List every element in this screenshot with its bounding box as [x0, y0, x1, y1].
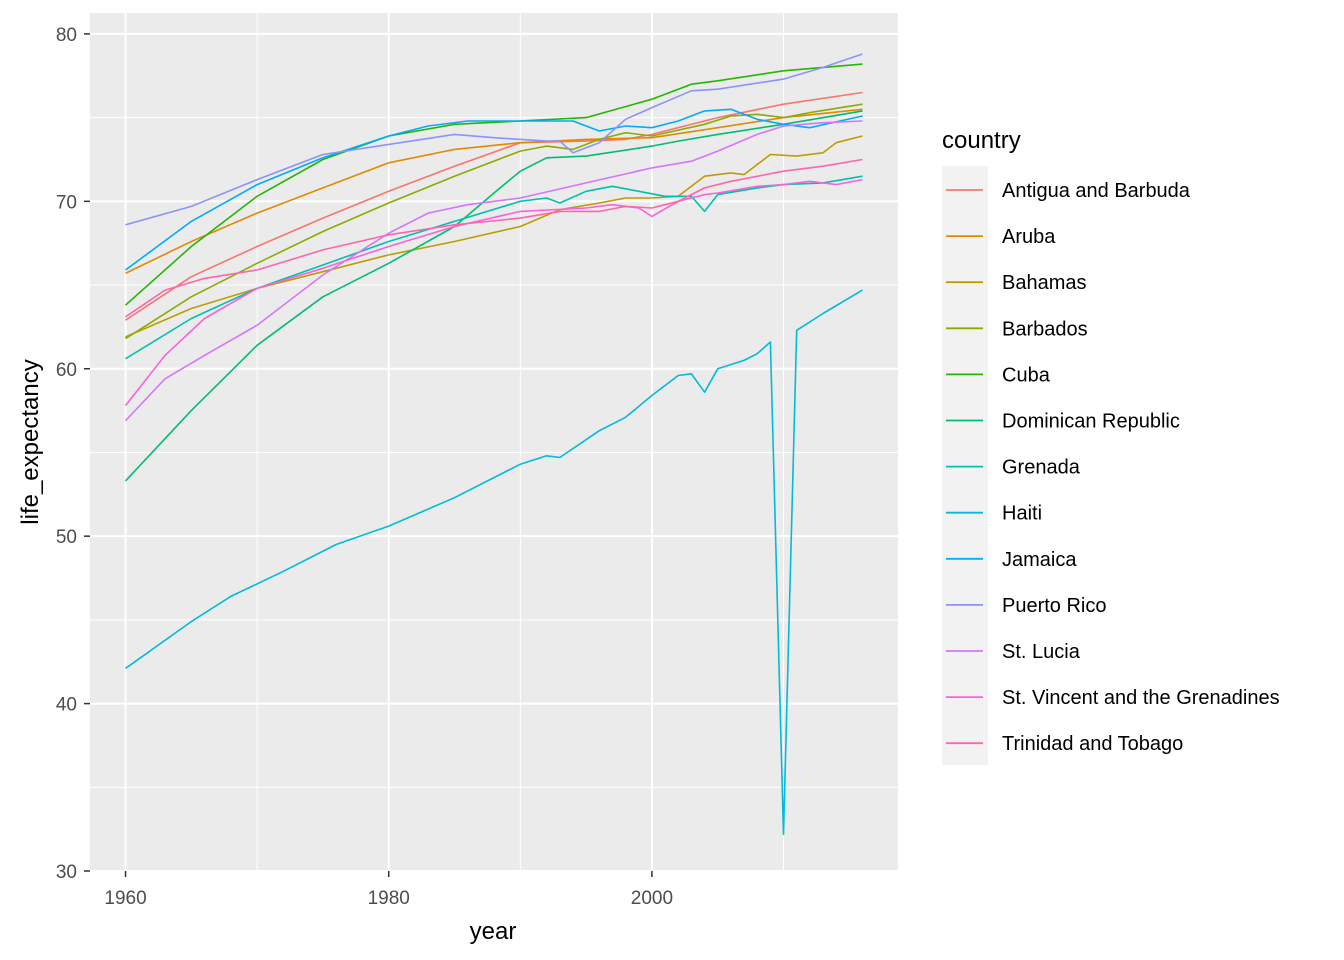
legend-item: St. Lucia	[946, 641, 1081, 663]
y-tick-label: 40	[56, 695, 77, 716]
legend-item: Dominican Republic	[946, 411, 1180, 433]
legend-item: Grenada	[946, 457, 1081, 479]
series-line-jamaica	[125, 108, 863, 271]
y-tick-label: 50	[56, 527, 77, 548]
legend-label: St. Vincent and the Grenadines	[1002, 687, 1280, 709]
legend-label: Barbados	[1002, 318, 1088, 340]
x-tick-label: 1960	[104, 888, 146, 909]
series-line-grenada	[125, 175, 863, 360]
x-tick-label: 1980	[368, 888, 410, 909]
legend-item: Jamaica	[946, 549, 1077, 571]
legend-item: Barbados	[946, 318, 1088, 340]
legend-label: Cuba	[1002, 364, 1051, 386]
legend-item: Cuba	[946, 364, 1051, 386]
legend-label: Puerto Rico	[1002, 595, 1107, 617]
y-tick-label: 30	[56, 862, 77, 883]
series-line-puerto-rico	[125, 53, 863, 226]
legend-item: Aruba	[946, 226, 1056, 248]
x-tick-label: 2000	[631, 888, 673, 909]
y-axis-title: life_expectancy	[17, 359, 44, 524]
legend-item: Haiti	[946, 503, 1042, 525]
series-line-dominican-republic	[124, 110, 863, 482]
plot-panel	[90, 13, 898, 871]
legend-label: Aruba	[1002, 226, 1056, 248]
legend-item: Antigua and Barbuda	[946, 180, 1191, 202]
legend-title: country	[942, 127, 1021, 154]
series-line-trinidad-and-tobago	[125, 158, 863, 318]
legend: country Antigua and Barbuda Aruba Bahamas B…	[942, 127, 1280, 765]
legend-label: Dominican Republic	[1002, 411, 1180, 433]
axes: 1960 1980 2000 30 40 50 60 70 80	[56, 25, 673, 909]
series-line-barbados	[125, 103, 863, 340]
y-tick-label: 80	[56, 25, 77, 46]
legend-label: Trinidad and Tobago	[1002, 733, 1183, 755]
series-line-st-lucia	[124, 120, 863, 422]
y-tick-label: 70	[56, 192, 77, 213]
legend-label: Grenada	[1002, 457, 1081, 479]
legend-item: Puerto Rico	[946, 595, 1107, 617]
series-line-aruba	[125, 108, 863, 275]
series-line-haiti	[125, 289, 863, 835]
legend-label: Jamaica	[1002, 549, 1077, 571]
y-tick-label: 60	[56, 360, 77, 381]
legend-label: Haiti	[1002, 503, 1042, 525]
legend-item: Trinidad and Tobago	[946, 733, 1183, 755]
major-gridlines	[90, 13, 898, 872]
legend-label: Bahamas	[1002, 272, 1087, 294]
legend-label: St. Lucia	[1002, 641, 1081, 663]
legend-label: Antigua and Barbuda	[1002, 180, 1191, 202]
x-axis-title: year	[470, 918, 517, 945]
legend-key-background	[942, 166, 988, 765]
series-line-bahamas	[125, 135, 863, 338]
series-lines	[124, 53, 863, 835]
legend-item: Bahamas	[946, 272, 1087, 294]
legend-item: St. Vincent and the Grenadines	[946, 687, 1280, 709]
